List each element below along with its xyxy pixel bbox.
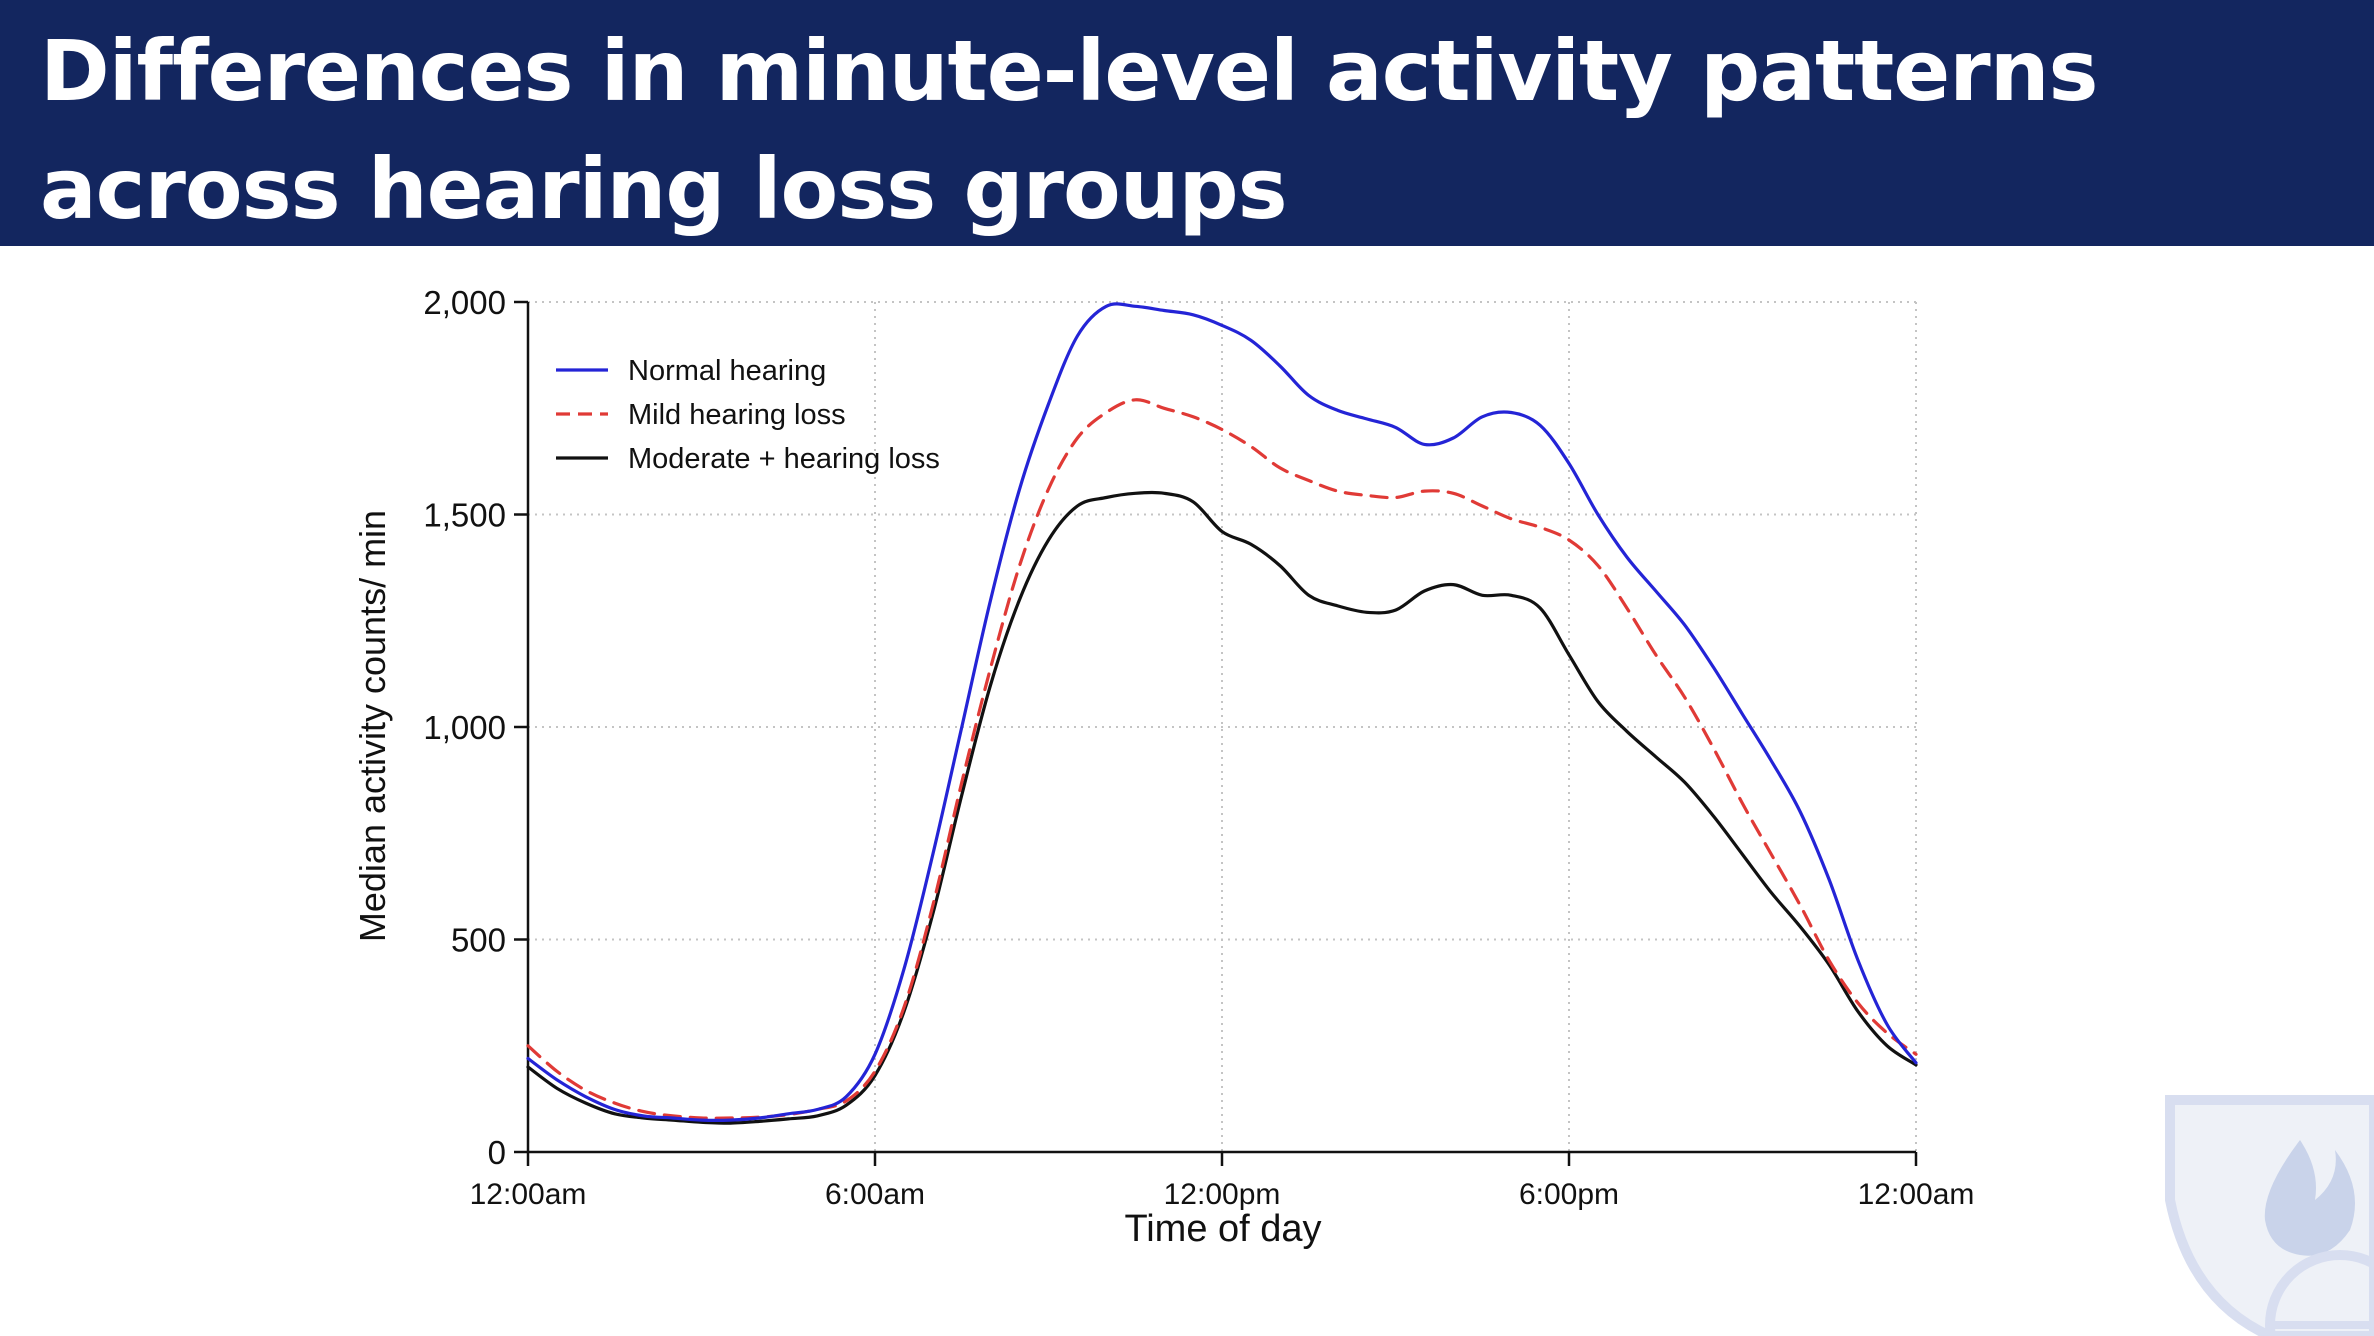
slide-title: Differences in minute-level activity pat… <box>40 22 2099 238</box>
x-tick-label: 12:00pm <box>1164 1178 1281 1211</box>
legend-label-mild-hearing-loss: Mild hearing loss <box>628 399 846 431</box>
x-tick-label: 6:00am <box>825 1178 925 1211</box>
university-shield-logo-icon <box>2165 1095 2374 1336</box>
grid-lines <box>528 301 1917 1152</box>
y-axis-label: Median activity counts/ min <box>352 510 393 942</box>
series-line-normal-hearing <box>526 302 1918 1122</box>
slide-header: Differences in minute-level activity pat… <box>0 0 2374 246</box>
y-tick-label: 0 <box>488 1134 506 1171</box>
x-tick-label: 12:00am <box>470 1178 587 1211</box>
x-axis-label: Time of day <box>1124 1208 1321 1250</box>
legend-label-normal-hearing: Normal hearing <box>628 355 826 387</box>
y-tick-label: 500 <box>451 922 506 959</box>
chart-legend: Normal hearing Mild hearing loss Moderate … <box>556 355 940 475</box>
x-tick-label: 6:00pm <box>1519 1178 1619 1211</box>
series-line-mild-hearing-loss <box>526 398 1918 1120</box>
y-tick-label: 1,000 <box>423 709 506 746</box>
y-tick-label: 1,500 <box>423 497 506 534</box>
chart-axes: 0 500 1,000 1,500 2,000 12:00am 6:00am 12:00pm 6… <box>423 284 1974 1211</box>
series-lines <box>526 302 1918 1125</box>
activity-line-chart: 0 500 1,000 1,500 2,000 12:00am 6:00am 12:00pm 6… <box>352 284 1974 1250</box>
x-tick-label: 12:00am <box>1858 1178 1975 1211</box>
series-line-moderate-hearing-loss <box>526 490 1918 1125</box>
legend-label-moderate-hearing-loss: Moderate + hearing loss <box>628 443 940 475</box>
y-tick-label: 2,000 <box>423 284 506 321</box>
